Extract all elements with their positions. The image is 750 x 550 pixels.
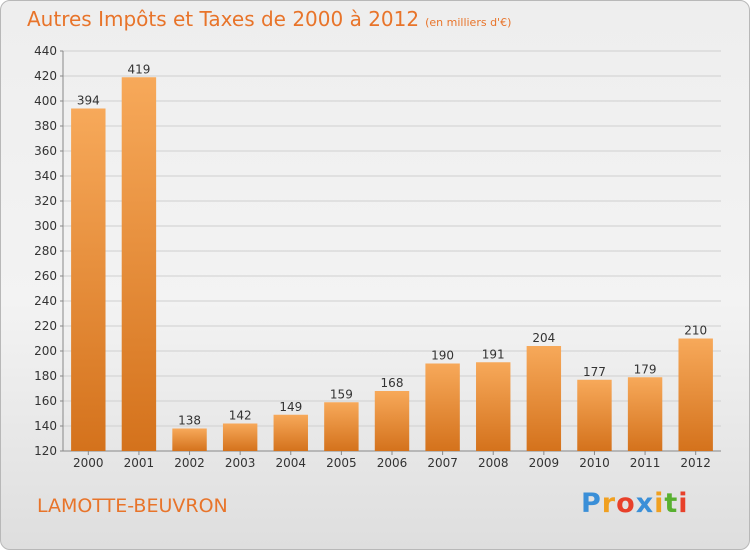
logo-letter: i — [678, 488, 689, 519]
logo-letter: P — [581, 488, 602, 519]
chart-unit-text: (en milliers d'€) — [425, 16, 512, 29]
bar — [121, 77, 157, 451]
y-tick-label: 120 — [34, 444, 57, 458]
bar-value-label: 204 — [532, 331, 555, 345]
bar — [476, 362, 511, 451]
commune-name: LAMOTTE-BEUVRON — [37, 495, 228, 517]
bar — [71, 108, 106, 451]
axes: 120 140 160 180 200 220 240 260 280 300 320 340 360 3… — [34, 44, 721, 470]
y-tick-label: 220 — [34, 319, 57, 333]
proxiti-logo: Proxiti — [581, 488, 689, 519]
bar-value-label: 168 — [381, 376, 404, 390]
y-tick-label: 420 — [34, 69, 57, 83]
bar-value-label: 142 — [229, 409, 252, 423]
bar — [526, 346, 562, 451]
y-tick-label: 340 — [34, 169, 57, 183]
chart-title: Autres Impôts et Taxes de 2000 à 2012 (en… — [27, 7, 511, 31]
x-tick-label: 2008 — [478, 456, 509, 470]
x-tick-label: 2005 — [326, 456, 357, 470]
bar — [172, 428, 207, 451]
y-tick-label: 320 — [34, 194, 57, 208]
bar — [222, 423, 258, 451]
bar-value-label: 179 — [634, 362, 657, 376]
y-tick-label: 400 — [34, 94, 57, 108]
value-labels: 394 419 138 142 149 159 168 190 191 204 177 179 210 — [77, 62, 707, 427]
bar — [374, 391, 410, 451]
x-tick-label: 2006 — [377, 456, 408, 470]
x-tick-label: 2009 — [529, 456, 560, 470]
bar — [324, 402, 359, 451]
y-tick-label: 380 — [34, 119, 57, 133]
gridlines — [63, 50, 721, 427]
x-tick-label: 2001 — [124, 456, 155, 470]
bar-value-label: 159 — [330, 387, 353, 401]
bar — [627, 377, 663, 451]
x-tick-label: 2004 — [275, 456, 306, 470]
x-tick-label: 2000 — [73, 456, 104, 470]
x-tick-label: 2012 — [680, 456, 711, 470]
bar — [425, 363, 460, 451]
bar-value-label: 149 — [279, 400, 302, 414]
y-tick-label: 240 — [34, 294, 57, 308]
bar — [577, 379, 612, 451]
y-tick-label: 180 — [34, 369, 57, 383]
y-tick-label: 280 — [34, 244, 57, 258]
y-tick-label: 260 — [34, 269, 57, 283]
y-tick-label: 160 — [34, 394, 57, 408]
bar — [273, 414, 308, 451]
logo-letter: o — [616, 488, 636, 519]
logo-letter: x — [635, 488, 655, 519]
x-tick-label: 2002 — [174, 456, 205, 470]
y-tick-label: 200 — [34, 344, 57, 358]
logo-letter: t — [664, 488, 679, 519]
bar-value-label: 191 — [482, 347, 505, 361]
y-tick-label: 360 — [34, 144, 57, 158]
x-tick-label: 2010 — [579, 456, 610, 470]
bar-value-label: 190 — [431, 349, 454, 363]
y-tick-label: 440 — [34, 44, 57, 58]
x-tick-label: 2003 — [225, 456, 256, 470]
bar-value-label: 138 — [178, 414, 201, 428]
logo-letter: r — [601, 488, 617, 519]
bar-value-label: 394 — [77, 94, 100, 108]
bar-value-label: 177 — [583, 365, 606, 379]
logo-letter: i — [654, 488, 665, 519]
bars — [71, 77, 713, 451]
x-tick-label: 2011 — [630, 456, 661, 470]
x-tick-label: 2007 — [427, 456, 458, 470]
y-tick-label: 140 — [34, 419, 57, 433]
bar-value-label: 210 — [684, 324, 707, 338]
y-tick-label: 300 — [34, 219, 57, 233]
bar — [678, 338, 713, 451]
chart-title-text: Autres Impôts et Taxes de 2000 à 2012 — [27, 7, 420, 31]
bar-value-label: 419 — [127, 62, 150, 76]
